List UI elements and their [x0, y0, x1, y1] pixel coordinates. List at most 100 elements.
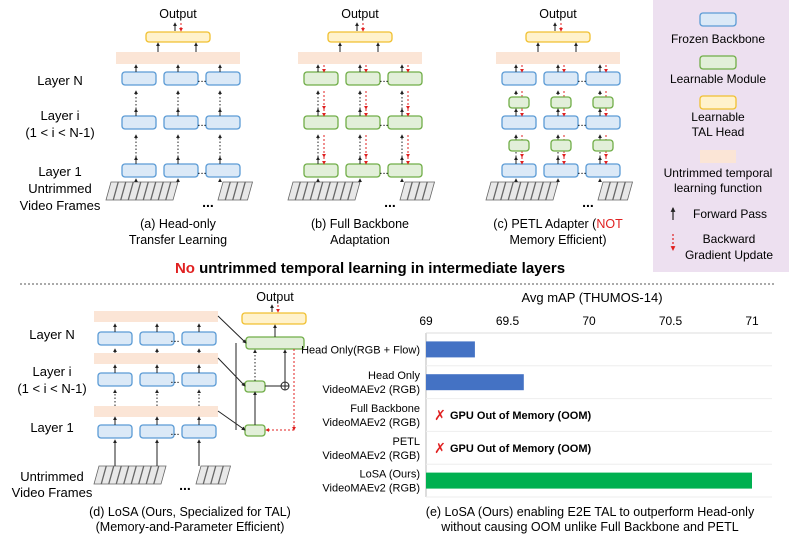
- video-frame: [217, 181, 231, 201]
- video-frame: [210, 465, 224, 485]
- legend: Frozen Backbone Learnable Module Learnab…: [653, 0, 789, 272]
- category-label: Full Backbone: [350, 403, 420, 415]
- adapter-module: [592, 139, 614, 152]
- bottom-row-labels: Layer N Layer i (1 < i < N-1) Layer 1 Un…: [12, 327, 93, 500]
- backbone-block: [303, 71, 339, 86]
- video-frame: [135, 181, 149, 201]
- ellipsis: ...: [170, 426, 179, 438]
- ellipsis: ...: [577, 117, 586, 129]
- chart-caption: (e) LoSA (Ours) enabling E2E TAL to outp…: [426, 505, 755, 534]
- chart-caption-line1: (e) LoSA (Ours) enabling E2E TAL to outp…: [426, 505, 755, 519]
- video-frame: [138, 465, 152, 485]
- backbone-block: [585, 71, 621, 86]
- panel-full-backbone: Output............: [287, 7, 436, 210]
- category-label: Head Only(RGB + Flow): [301, 344, 420, 356]
- backbone-block: [97, 331, 133, 346]
- video-frame: [414, 181, 428, 201]
- backbone-block: [181, 331, 217, 346]
- legend-learnable-swatch: [699, 55, 737, 70]
- category-sublabel: VideoMAEv2 (RGB): [322, 450, 420, 462]
- video-frame: [115, 465, 130, 485]
- video-frame: [399, 181, 413, 201]
- video-frame: [157, 181, 172, 201]
- x-tick-label: 70: [582, 314, 596, 328]
- tal-head-box: [525, 31, 591, 43]
- label-layer-i-range: (1 < i < N-1): [25, 125, 94, 140]
- video-frame: [500, 181, 514, 201]
- video-frame: [515, 181, 529, 201]
- video-frame: [530, 181, 544, 201]
- video-frame: [217, 465, 232, 485]
- ellipsis: ...: [197, 117, 206, 129]
- caption-a-line1: (a) Head-only: [140, 217, 216, 231]
- legend-backward-label-2: Gradient Update: [685, 248, 773, 262]
- label-video-frames: Video Frames: [20, 198, 101, 213]
- output-label: Output: [341, 7, 379, 21]
- temporal-learning-band: [94, 406, 218, 417]
- backbone-block: [139, 331, 175, 346]
- headline-rest: untrimmed temporal learning in intermedi…: [195, 260, 565, 277]
- backbone-block: [585, 115, 621, 130]
- map-bar-chart: Avg mAP (THUMOS-14) 69 69.5 70 70.5 71 Head O…: [301, 290, 772, 498]
- legend-background: [653, 0, 789, 272]
- bar: [426, 374, 524, 391]
- video-frame: [421, 181, 436, 201]
- bar: [426, 472, 752, 489]
- band-connection: [217, 410, 246, 431]
- frames-ellipsis: ...: [582, 194, 594, 210]
- category-sublabel: VideoMAEv2 (RGB): [322, 483, 420, 495]
- backbone-block: [387, 115, 423, 130]
- video-frame: [619, 181, 634, 201]
- label-layer-n: Layer N: [37, 73, 83, 88]
- losa-top-module: [245, 336, 305, 350]
- video-frame: [302, 181, 316, 201]
- video-frame: [145, 465, 160, 485]
- frame-stack: [287, 181, 361, 201]
- frame-stack: [485, 181, 559, 201]
- frames-ellipsis: ...: [202, 194, 214, 210]
- video-frame: [339, 181, 354, 201]
- backbone-block: [97, 372, 133, 387]
- headline-no: No: [175, 260, 195, 277]
- video-frame: [224, 181, 239, 201]
- caption-a-line2: Transfer Learning: [129, 233, 227, 247]
- temporal-learning-band: [496, 52, 620, 64]
- bottom-label-layer-i-range: (1 < i < N-1): [17, 381, 86, 396]
- temporal-learning-band: [94, 311, 218, 322]
- video-frame: [597, 181, 611, 201]
- video-frame: [127, 181, 142, 201]
- backbone-block: [303, 163, 339, 178]
- video-frame: [232, 181, 246, 201]
- oom-label: GPU Out of Memory (OOM): [450, 443, 592, 455]
- category-label: Head Only: [368, 370, 420, 382]
- backbone-block: [139, 372, 175, 387]
- ellipsis: ...: [170, 333, 179, 345]
- oom-label: GPU Out of Memory (OOM): [450, 410, 592, 422]
- category-sublabel: VideoMAEv2 (RGB): [322, 384, 420, 396]
- legend-backward-label-1: Backward: [703, 232, 756, 246]
- backbone-block: [345, 71, 381, 86]
- bar: [426, 341, 475, 358]
- ellipsis: ...: [197, 73, 206, 85]
- tal-head-box: [327, 31, 393, 43]
- frame-stack: [597, 181, 634, 201]
- video-frame: [202, 465, 217, 485]
- backbone-block: [387, 163, 423, 178]
- video-frame: [317, 181, 331, 201]
- ellipsis: ...: [379, 73, 388, 85]
- adapter-module: [508, 96, 530, 109]
- legend-forward-label: Forward Pass: [693, 207, 767, 221]
- adapter-module: [550, 96, 572, 109]
- label-layer-1: Layer 1: [38, 164, 81, 179]
- video-frame: [537, 181, 552, 201]
- frames-ellipsis: ...: [384, 194, 396, 210]
- backbone-block: [181, 372, 217, 387]
- caption-c-not: NOT: [596, 217, 623, 231]
- chart-title: Avg mAP (THUMOS-14): [521, 290, 662, 305]
- video-frame: [604, 181, 619, 201]
- headline: No untrimmed temporal learning in interm…: [175, 260, 565, 277]
- adapter-module: [550, 139, 572, 152]
- category-sublabel: VideoMAEv2 (RGB): [322, 417, 420, 429]
- temporal-learning-band: [94, 353, 218, 364]
- tal-head-box: [241, 312, 307, 325]
